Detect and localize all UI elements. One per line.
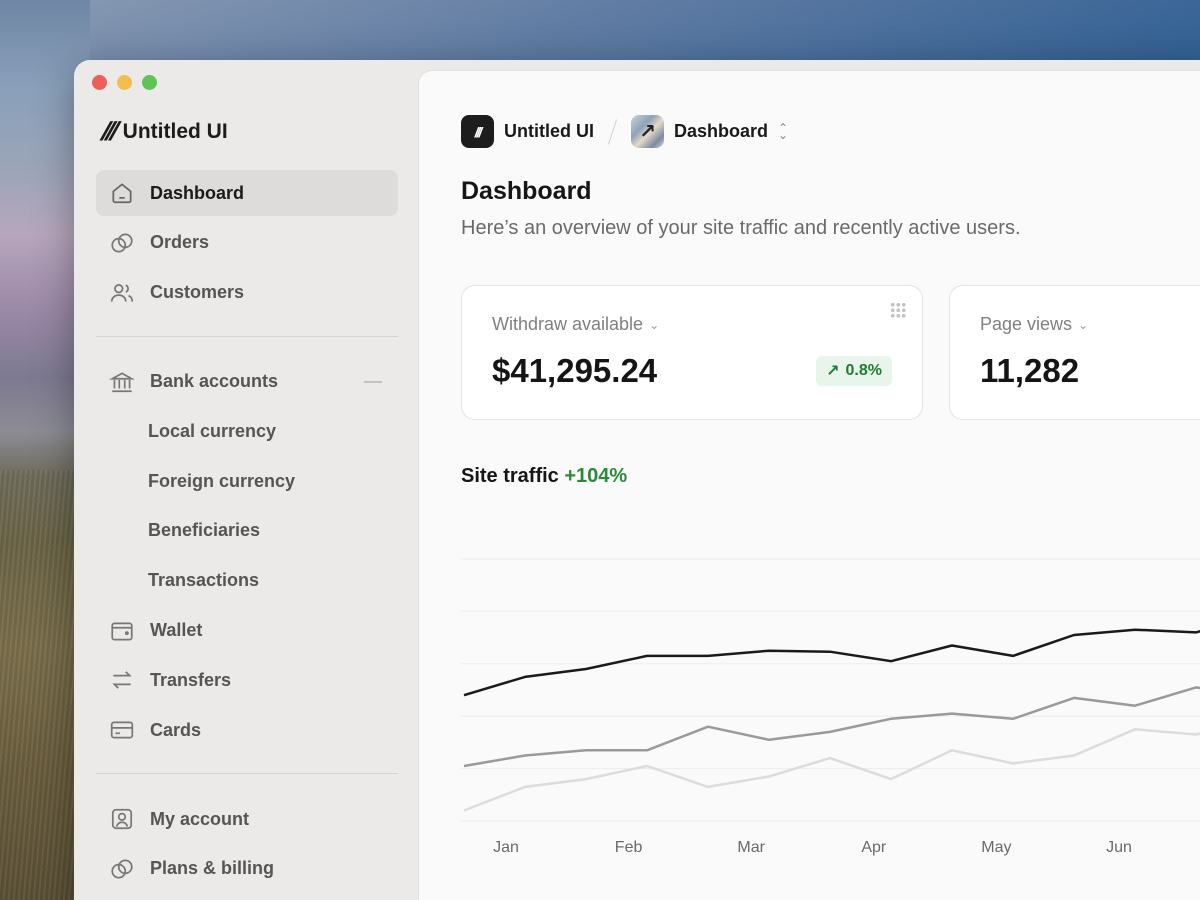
sidebar-item-cards[interactable]: Cards bbox=[96, 707, 398, 753]
breadcrumb-org[interactable]: Untitled UI bbox=[504, 121, 594, 141]
chart-change: +104% bbox=[564, 465, 628, 487]
sidebar-item-label: Bank accounts bbox=[150, 371, 279, 392]
sidebar-subitem-local-currency[interactable]: Local currency bbox=[96, 408, 398, 454]
card-label-text: Withdraw available bbox=[492, 314, 644, 334]
sidebar-nav: Dashboard Orders Customers Bank accoun bbox=[96, 170, 398, 896]
card-label-text: Page views bbox=[980, 314, 1073, 334]
orders-icon bbox=[108, 229, 136, 257]
breadcrumb-separator bbox=[608, 118, 617, 145]
sidebar-item-my-account[interactable]: My account bbox=[96, 796, 398, 842]
sidebar-item-customers[interactable]: Customers bbox=[96, 270, 398, 316]
org-logo-icon: /// bbox=[461, 115, 494, 148]
x-tick-label: Jun bbox=[1106, 839, 1132, 856]
sidebar-item-label: Dashboard bbox=[150, 182, 245, 203]
sidebar-item-label: Foreign currency bbox=[148, 470, 296, 491]
sidebar-item-label: Transfers bbox=[150, 669, 232, 690]
sidebar-item-label: Local currency bbox=[148, 420, 277, 441]
account-icon bbox=[108, 805, 136, 833]
sidebar-subitem-transactions[interactable]: Transactions bbox=[96, 558, 398, 604]
arrow-up-right-icon: ↗ bbox=[826, 363, 840, 380]
home-icon bbox=[108, 179, 136, 207]
page-avatar-icon: ↗ bbox=[631, 115, 664, 148]
breadcrumb: /// Untitled UI ↗ Dashboard ⌃ ⌄ bbox=[461, 115, 788, 148]
sidebar-subitem-beneficiaries[interactable]: Beneficiaries bbox=[96, 508, 398, 554]
stat-card-label[interactable]: Withdraw available ⌄ bbox=[492, 314, 659, 335]
drag-handle-icon[interactable] bbox=[890, 302, 906, 318]
breadcrumb-page[interactable]: Dashboard bbox=[674, 121, 769, 141]
series-line-series-3[interactable] bbox=[463, 727, 1200, 812]
sidebar-subitem-foreign-currency[interactable]: Foreign currency bbox=[96, 458, 398, 504]
sidebar: /// Untitled UI Dashboard Orders Cust bbox=[74, 60, 418, 900]
stat-card-withdraw: Withdraw available ⌄ $41,295.24 ↗ 0.8% bbox=[461, 285, 923, 420]
chart-svg: Jan Feb Mar Apr May Jun bbox=[461, 558, 1200, 856]
sidebar-item-label: Transactions bbox=[148, 570, 260, 591]
x-tick-label: Apr bbox=[861, 839, 887, 856]
logo-mark-icon: /// bbox=[99, 116, 118, 146]
billing-icon bbox=[108, 855, 136, 883]
chevron-up-down-icon[interactable]: ⌃ ⌄ bbox=[778, 120, 789, 142]
change-value: 0.8% bbox=[845, 362, 882, 379]
sidebar-divider bbox=[96, 335, 398, 337]
stat-value: $41,295.24 bbox=[492, 352, 658, 389]
app-window: /// Untitled UI Dashboard Orders Cust bbox=[74, 60, 1200, 900]
wallet-icon bbox=[108, 617, 136, 645]
x-tick-label: Feb bbox=[615, 839, 643, 856]
chevron-down-icon: ⌄ bbox=[649, 317, 660, 332]
x-tick-label: Mar bbox=[737, 839, 765, 856]
main-content: /// Untitled UI ↗ Dashboard ⌃ ⌄ Dashboard… bbox=[418, 70, 1200, 900]
series-line-series-1[interactable] bbox=[463, 622, 1200, 697]
sidebar-item-label: Wallet bbox=[150, 620, 203, 641]
page-subtitle: Here’s an overview of your site traffic … bbox=[461, 217, 1021, 239]
site-traffic-chart: Jan Feb Mar Apr May Jun bbox=[461, 531, 1200, 891]
close-window-button[interactable] bbox=[92, 75, 107, 90]
series-line-series-2[interactable] bbox=[463, 686, 1200, 768]
brand-name: Untitled UI bbox=[122, 119, 228, 143]
sidebar-item-label: My account bbox=[150, 808, 250, 829]
sidebar-item-label: Plans & billing bbox=[150, 858, 275, 879]
stat-card-page-views: Page views ⌄ 11,282 bbox=[949, 285, 1200, 420]
brand-logo[interactable]: /// Untitled UI bbox=[99, 116, 228, 147]
sidebar-item-transfers[interactable]: Transfers bbox=[96, 657, 398, 703]
sidebar-divider bbox=[96, 773, 398, 775]
x-tick-label: Jan bbox=[493, 839, 519, 856]
window-controls bbox=[92, 75, 157, 90]
bank-icon bbox=[108, 368, 136, 396]
sidebar-item-label: Beneficiaries bbox=[148, 520, 261, 541]
sidebar-item-label: Customers bbox=[150, 282, 245, 303]
sidebar-item-orders[interactable]: Orders bbox=[96, 220, 398, 266]
stat-card-label[interactable]: Page views ⌄ bbox=[980, 314, 1088, 335]
card-icon bbox=[108, 716, 136, 744]
chart-title-label: Site traffic bbox=[461, 465, 559, 487]
x-tick-label: May bbox=[981, 839, 1011, 856]
sidebar-item-plans-billing[interactable]: Plans & billing bbox=[96, 846, 398, 892]
change-badge: ↗ 0.8% bbox=[816, 356, 892, 386]
sidebar-item-wallet[interactable]: Wallet bbox=[96, 608, 398, 654]
maximize-window-button[interactable] bbox=[142, 75, 157, 90]
chevron-down-icon: ⌄ bbox=[1078, 317, 1089, 332]
minimize-window-button[interactable] bbox=[117, 75, 132, 90]
chart-title: Site traffic +104% bbox=[461, 465, 627, 488]
collapse-icon[interactable] bbox=[364, 380, 382, 383]
users-icon bbox=[108, 279, 136, 307]
sidebar-item-dashboard[interactable]: Dashboard bbox=[96, 170, 398, 216]
sidebar-item-label: Orders bbox=[150, 232, 210, 253]
page-title: Dashboard bbox=[461, 177, 592, 205]
transfers-icon bbox=[108, 666, 136, 694]
stat-value: 11,282 bbox=[980, 352, 1080, 389]
sidebar-item-label: Cards bbox=[150, 719, 202, 740]
sidebar-item-bank-accounts[interactable]: Bank accounts bbox=[96, 359, 398, 405]
